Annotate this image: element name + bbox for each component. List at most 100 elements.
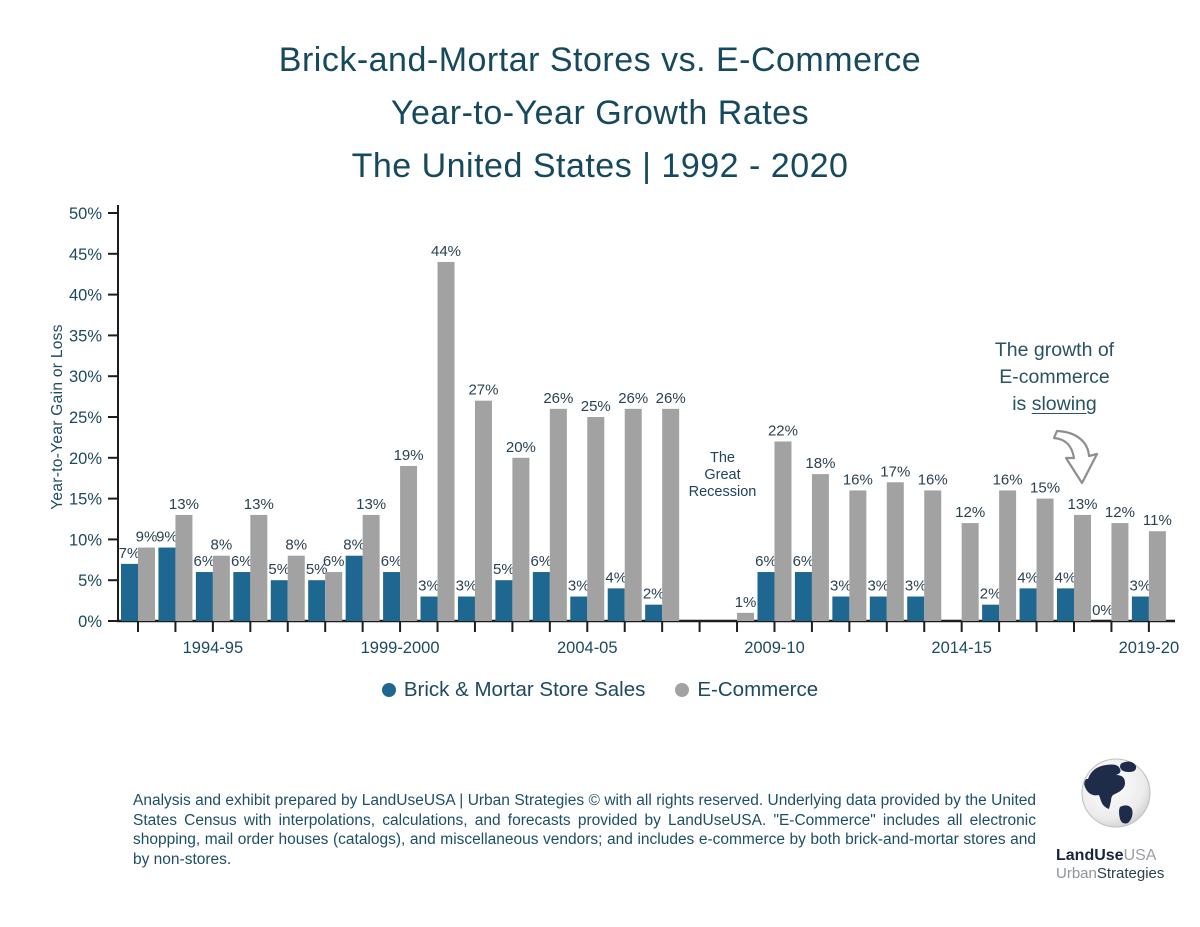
bar-brick-and-mortar <box>570 596 588 621</box>
arrow-down-icon <box>1052 429 1099 485</box>
chart-legend: Brick & Mortar Store Sales E-Commerce <box>0 678 1200 702</box>
x-axis-label: 2004-05 <box>557 639 618 657</box>
bar-value-label: 9% <box>156 529 178 546</box>
bar-brick-and-mortar <box>645 604 663 621</box>
globe-icon <box>1081 758 1151 828</box>
bar-brick-and-mortar <box>121 563 138 621</box>
bar-value-label: 9% <box>136 529 158 546</box>
y-tick-label: 20% <box>69 450 102 468</box>
bar-ecommerce <box>474 400 492 621</box>
bar-brick-and-mortar <box>420 596 438 621</box>
bar-brick-and-mortar <box>383 572 401 621</box>
bar-brick-and-mortar <box>233 572 251 621</box>
bar-ecommerce <box>924 490 942 621</box>
bar-brick-and-mortar <box>1057 588 1074 621</box>
bar-value-label: 26% <box>656 390 686 407</box>
bar-value-label: 0% <box>1092 602 1114 619</box>
bar-value-label: 5% <box>268 561 290 578</box>
bar-value-label: 27% <box>468 382 498 399</box>
y-tick-label: 5% <box>78 572 102 590</box>
legend-label-ecommerce: E-Commerce <box>697 678 819 701</box>
bar-value-label: 8% <box>211 537 233 554</box>
bar-value-label: 17% <box>880 463 910 480</box>
bar-ecommerce <box>662 408 680 621</box>
bar-value-label: 3% <box>456 578 478 595</box>
landuseusa-logo: LandUseUSA UrbanStrategies <box>1056 746 1196 882</box>
y-tick-label: 15% <box>69 491 102 509</box>
legend-dot-ecommerce-icon <box>675 683 690 697</box>
bar-brick-and-mortar <box>495 580 513 621</box>
bar-ecommerce <box>774 441 792 621</box>
bar-brick-and-mortar <box>1131 596 1149 621</box>
legend-item-brick-mortar: Brick & Mortar Store Sales <box>381 678 646 702</box>
y-axis-title: Year-to-Year Gain or Loss <box>49 324 66 510</box>
bar-ecommerce <box>811 474 829 621</box>
bar-value-label: 6% <box>231 553 253 570</box>
x-axis-label: 2009-10 <box>744 639 805 657</box>
bar-brick-and-mortar <box>757 572 775 621</box>
bar-brick-and-mortar <box>345 555 363 621</box>
x-axis-label: 2014-15 <box>931 639 992 657</box>
legend-label-brick-mortar: Brick & Mortar Store Sales <box>403 678 646 701</box>
bar-ecommerce <box>325 572 343 621</box>
bar-value-label: 6% <box>381 553 403 570</box>
bar-value-label: 16% <box>843 471 873 488</box>
bar-ecommerce <box>886 482 904 621</box>
bar-value-label: 11% <box>1143 512 1172 529</box>
title-line-3: The United States | 1992 - 2020 <box>351 147 849 185</box>
bar-ecommerce <box>1111 523 1129 621</box>
bar-brick-and-mortar <box>457 596 475 621</box>
bar-value-label: 22% <box>768 422 798 439</box>
bar-value-label: 5% <box>493 561 515 578</box>
bar-value-label: 6% <box>793 553 815 570</box>
bar-value-label: 6% <box>323 553 345 570</box>
bar-ecommerce <box>400 465 418 621</box>
bar-value-label: 26% <box>618 390 648 407</box>
bar-ecommerce <box>737 612 755 621</box>
bar-value-label: 44% <box>431 243 461 260</box>
bar-brick-and-mortar <box>607 588 625 621</box>
bar-value-label: 12% <box>955 504 985 521</box>
y-tick-label: 45% <box>69 246 102 264</box>
bar-value-label: 16% <box>993 471 1023 488</box>
bar-ecommerce <box>175 514 193 621</box>
bar-value-label: 3% <box>905 578 927 595</box>
bar-ecommerce <box>212 555 230 621</box>
legend-dot-brick-mortar-icon <box>381 683 396 697</box>
bar-value-label: 13% <box>1067 496 1097 513</box>
bar-ecommerce <box>587 417 605 621</box>
bar-ecommerce <box>250 514 268 621</box>
bar-brick-and-mortar <box>1019 588 1037 621</box>
bar-value-label: 6% <box>530 553 552 570</box>
bar-value-label: 4% <box>1055 569 1077 586</box>
bar-value-label: 6% <box>194 553 216 570</box>
bar-value-label: 3% <box>1130 578 1152 595</box>
annotation-ecommerce-slowing: The growth of E-commerce is slowing <box>994 339 1115 415</box>
y-tick-label: 10% <box>69 531 102 549</box>
bar-value-label: 26% <box>543 390 573 407</box>
annotation-great-recession: The Great Recession <box>688 450 757 500</box>
bar-brick-and-mortar <box>195 572 213 621</box>
bar-value-label: 2% <box>980 586 1002 603</box>
bar-ecommerce <box>624 408 642 621</box>
bar-value-label: 15% <box>1030 480 1060 497</box>
x-axis-label: 2019-20 <box>1119 639 1180 657</box>
bar-brick-and-mortar <box>270 580 288 621</box>
y-tick-label: 0% <box>78 613 102 631</box>
bar-brick-and-mortar <box>308 580 326 621</box>
bar-brick-and-mortar <box>982 604 1000 621</box>
page-title: Brick-and-Mortar Stores vs. E-Commerce Y… <box>0 34 1200 193</box>
title-line-1: Brick-and-Mortar Stores vs. E-Commerce <box>278 41 922 79</box>
bar-brick-and-mortar <box>869 596 887 621</box>
y-tick-label: 30% <box>69 368 102 386</box>
y-tick-label: 35% <box>69 327 102 345</box>
x-axis-label: 1999-2000 <box>361 639 440 657</box>
bar-value-label: 3% <box>418 578 440 595</box>
logo-line-1: LandUseUSA <box>1056 847 1157 864</box>
legend-item-ecommerce: E-Commerce <box>675 678 818 702</box>
bar-value-label: 4% <box>605 569 627 586</box>
y-tick-label: 40% <box>69 287 102 305</box>
bar-ecommerce <box>1148 531 1166 621</box>
footer-disclaimer: Analysis and exhibit prepared by LandUse… <box>133 792 1036 868</box>
